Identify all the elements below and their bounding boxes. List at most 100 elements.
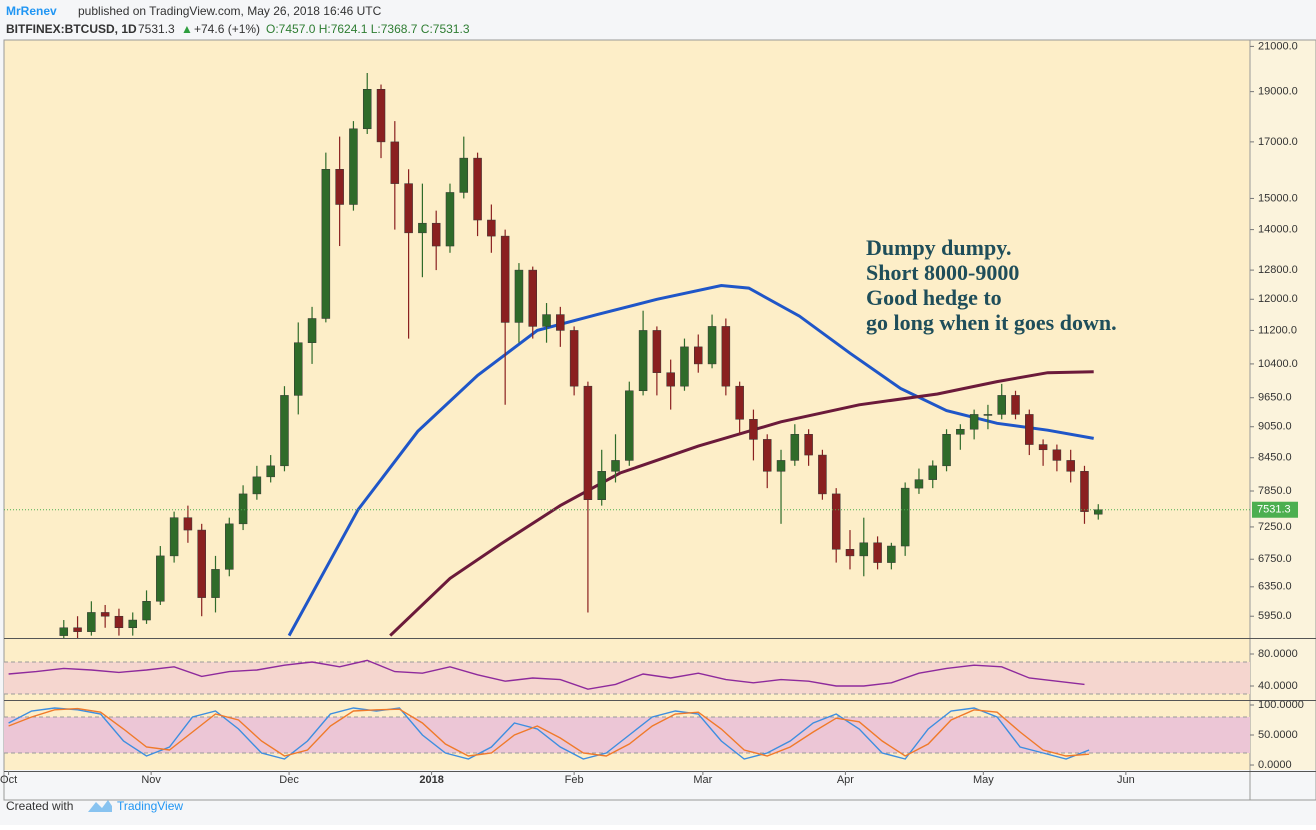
y-tick-label: 15000.0 — [1258, 192, 1298, 204]
x-tick-label: Nov — [141, 774, 161, 786]
candle-body — [762, 439, 772, 472]
logo — [88, 800, 112, 812]
candle-body — [666, 372, 675, 387]
y-tick-label: 12000.0 — [1258, 293, 1298, 305]
candle-body — [197, 529, 206, 598]
ohlc: O:7457.0 H:7624.1 L:7368.7 C:7531.3 — [266, 22, 470, 36]
candle-body — [225, 523, 234, 570]
x-tick-label: Apr — [837, 774, 854, 786]
candle-body — [969, 414, 979, 430]
y-tick-label: 5950.0 — [1258, 610, 1292, 622]
annotation: Dumpy dumpy. — [866, 235, 1012, 260]
candle-body — [831, 493, 841, 550]
candle-body — [280, 395, 289, 467]
x-tick-label: 2018 — [419, 774, 443, 786]
candle-body — [928, 465, 938, 480]
change: +74.6 (+1%) — [194, 22, 260, 36]
y-tick-label: 7850.0 — [1258, 485, 1292, 497]
candle-body — [1038, 444, 1048, 451]
candle-body — [859, 542, 869, 557]
band — [4, 717, 1250, 754]
candle-body — [169, 517, 179, 557]
candle-body — [59, 627, 69, 636]
y-tick-label: 50.0000 — [1258, 729, 1298, 741]
candle-body — [680, 346, 689, 387]
up-arrow: ▲ — [181, 22, 193, 36]
y-tick-label: 0.0000 — [1258, 759, 1292, 771]
candle-body — [445, 192, 455, 247]
x-tick-label: Feb — [565, 774, 584, 786]
candle-body — [473, 157, 482, 221]
annotation: Good hedge to — [866, 285, 1002, 310]
candle-body — [652, 330, 662, 373]
candle-body — [873, 542, 882, 563]
candle-body — [818, 454, 827, 495]
candle-body — [349, 128, 358, 205]
candle-body — [487, 219, 496, 237]
candle-body — [694, 346, 703, 365]
y-tick-label: 80.0000 — [1258, 648, 1298, 660]
indicator-line — [8, 659, 1085, 690]
y-tick-label: 21000.0 — [1258, 40, 1298, 52]
candle-body — [266, 465, 275, 478]
candle-body — [721, 326, 731, 387]
x-tick-label: Jun — [1117, 774, 1135, 786]
candle-body — [638, 330, 648, 392]
candle-body — [983, 414, 993, 416]
candle-body — [376, 89, 386, 143]
last-price-label: 7531.3 — [1257, 504, 1291, 516]
candle-body — [100, 612, 110, 617]
candle-body — [321, 169, 331, 319]
y-tick-label: 10400.0 — [1258, 358, 1298, 370]
annotation: go long when it goes down. — [866, 310, 1117, 335]
candle-body — [956, 428, 965, 435]
candle-body — [142, 601, 151, 621]
candle-body — [128, 619, 137, 629]
candle-body — [583, 385, 593, 500]
x-tick-label: Oct — [0, 774, 17, 786]
candle-body — [418, 222, 427, 234]
candle-body — [542, 314, 551, 327]
x-tick-label: Mar — [693, 774, 712, 786]
candle-body — [707, 326, 717, 365]
main-pane — [59, 72, 1103, 638]
candle-body — [252, 476, 262, 495]
footer-text: Created with — [6, 799, 73, 813]
y-tick-label: 12800.0 — [1258, 264, 1298, 276]
candle-body — [900, 487, 910, 547]
candle-body — [1080, 471, 1089, 512]
y-tick-label: 14000.0 — [1258, 224, 1298, 236]
candle-body — [776, 460, 786, 472]
y-tick-label: 11200.0 — [1258, 324, 1297, 336]
author[interactable]: MrRenev — [6, 4, 57, 18]
candle-body — [611, 460, 620, 472]
annotation: Short 8000-9000 — [866, 260, 1019, 285]
candle-body — [404, 183, 413, 234]
candle-body — [390, 141, 400, 184]
candle-body — [87, 612, 96, 632]
footer-brand[interactable]: TradingView — [117, 799, 183, 813]
candle-body — [528, 269, 537, 327]
y-tick-label: 100.0000 — [1258, 699, 1304, 711]
candle-body — [887, 545, 896, 563]
y-tick-label: 7250.0 — [1258, 521, 1292, 533]
y-tick-label: 19000.0 — [1258, 86, 1298, 98]
candle-body — [294, 342, 303, 396]
candle-body — [431, 222, 441, 247]
candle-body — [804, 434, 813, 456]
y-tick-label: 6750.0 — [1258, 553, 1292, 565]
candle-body — [514, 269, 524, 323]
y-tick-label: 8450.0 — [1258, 452, 1292, 464]
candle-body — [735, 385, 744, 420]
price-axis — [1250, 40, 1316, 770]
candle-body — [749, 419, 758, 440]
last-price: 7531.3 — [138, 22, 175, 36]
band — [4, 662, 1250, 694]
candle-body — [335, 169, 344, 205]
candle-body — [1066, 460, 1075, 472]
candle-body — [845, 549, 855, 557]
candle-body — [73, 627, 82, 632]
candle-body — [625, 390, 634, 461]
